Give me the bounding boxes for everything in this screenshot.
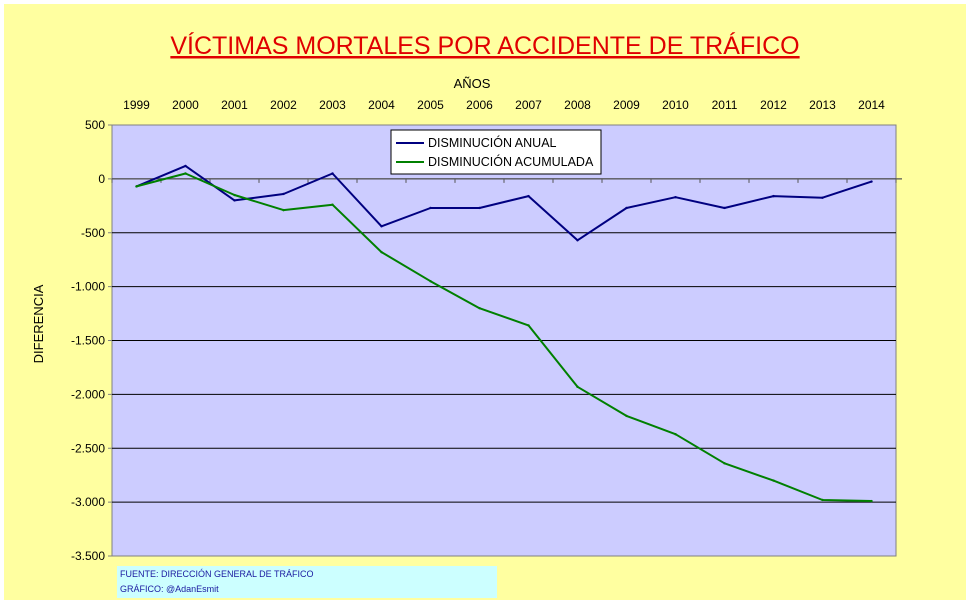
x-tick-label: 2006 <box>466 98 493 112</box>
x-tick-label: 2007 <box>515 98 542 112</box>
legend-label-acumulada: DISMINUCIÓN ACUMULADA <box>428 154 594 169</box>
chart-title: VÍCTIMAS MORTALES POR ACCIDENTE DE TRÁFI… <box>170 31 799 60</box>
data-point <box>527 194 530 198</box>
data-point <box>576 385 579 389</box>
x-tick-label: 2005 <box>417 98 444 112</box>
y-tick-label: -2.000 <box>71 387 105 401</box>
x-tick-label: 2001 <box>221 98 248 112</box>
data-point <box>429 280 432 283</box>
x-tick-label: 2014 <box>858 98 885 112</box>
x-tick-label: 2013 <box>809 98 836 112</box>
x-tick-label: 2002 <box>270 98 297 112</box>
data-point <box>380 250 383 254</box>
data-point <box>135 185 138 188</box>
data-point <box>233 193 236 197</box>
data-point <box>723 462 726 465</box>
x-tick-label: 2010 <box>662 98 689 112</box>
y-tick-label: -1.500 <box>71 334 105 348</box>
data-point <box>478 206 481 210</box>
legend-box <box>390 129 602 175</box>
data-point <box>527 324 530 327</box>
data-point <box>625 206 628 210</box>
data-point <box>821 196 824 199</box>
data-point <box>184 172 187 175</box>
x-tick-label: 2004 <box>368 98 395 112</box>
y-axis-title: DIFERENCIA <box>31 284 46 363</box>
chart-svg: VÍCTIMAS MORTALES POR ACCIDENTE DE TRÁFI… <box>31 31 902 563</box>
legend: DISMINUCIÓN ANUAL DISMINUCIÓN ACUMULADA <box>390 129 602 175</box>
x-tick-label: 2003 <box>319 98 346 112</box>
data-point <box>478 306 481 310</box>
data-point <box>723 206 726 210</box>
y-tick-label: -3.500 <box>71 549 105 563</box>
x-tick-label: 2011 <box>712 98 738 112</box>
y-tick-label: -3.000 <box>71 495 105 509</box>
data-point <box>772 194 775 198</box>
series-line-anual <box>136 164 872 242</box>
x-tick-labels: 1999 2000 2001 2002 2003 2004 2005 2006 2007 2008… <box>123 98 885 112</box>
data-point <box>282 192 285 196</box>
y-tick-label: 0 <box>98 172 105 186</box>
data-point <box>821 498 824 502</box>
x-tick-label: 2009 <box>613 98 640 112</box>
series-line-acumulada <box>136 172 872 502</box>
data-point <box>331 203 334 206</box>
data-point <box>233 199 236 202</box>
data-point <box>674 195 677 199</box>
y-tick-label: -1.000 <box>71 280 105 294</box>
data-point <box>184 164 187 168</box>
source-line-grafico: GRÁFICO: @AdanEsmit <box>120 584 219 594</box>
data-point <box>625 414 628 418</box>
data-point <box>380 225 383 228</box>
chart-area: VÍCTIMAS MORTALES POR ACCIDENTE DE TRÁFI… <box>4 4 966 600</box>
data-point <box>429 206 432 210</box>
x-tick-label: 2008 <box>564 98 591 112</box>
x-axis-title: AÑOS <box>454 76 491 91</box>
x-tick-label: 2012 <box>760 98 787 112</box>
data-point <box>576 239 579 242</box>
data-point <box>870 499 873 503</box>
x-tick-label: 2000 <box>172 98 199 112</box>
x-tick-label: 1999 <box>123 98 150 112</box>
data-point <box>772 479 775 482</box>
source-line-fuente: FUENTE: DIRECCIÓN GENERAL DE TRÁFICO <box>120 569 314 579</box>
y-tick-labels: 500 0 -500 -1.000 -1.500 -2.000 -2.500 -3.000 -3… <box>71 118 105 563</box>
y-tick-label: 500 <box>85 118 105 132</box>
data-point <box>331 172 334 175</box>
data-point <box>282 208 285 212</box>
data-point <box>674 433 677 436</box>
y-tick-label: -500 <box>81 226 105 240</box>
data-point <box>870 180 873 183</box>
legend-label-anual: DISMINUCIÓN ANUAL <box>428 135 557 150</box>
series-layer <box>135 164 873 503</box>
source-box: FUENTE: DIRECCIÓN GENERAL DE TRÁFICO GRÁ… <box>117 566 497 598</box>
y-tick-label: -2.500 <box>71 441 105 455</box>
